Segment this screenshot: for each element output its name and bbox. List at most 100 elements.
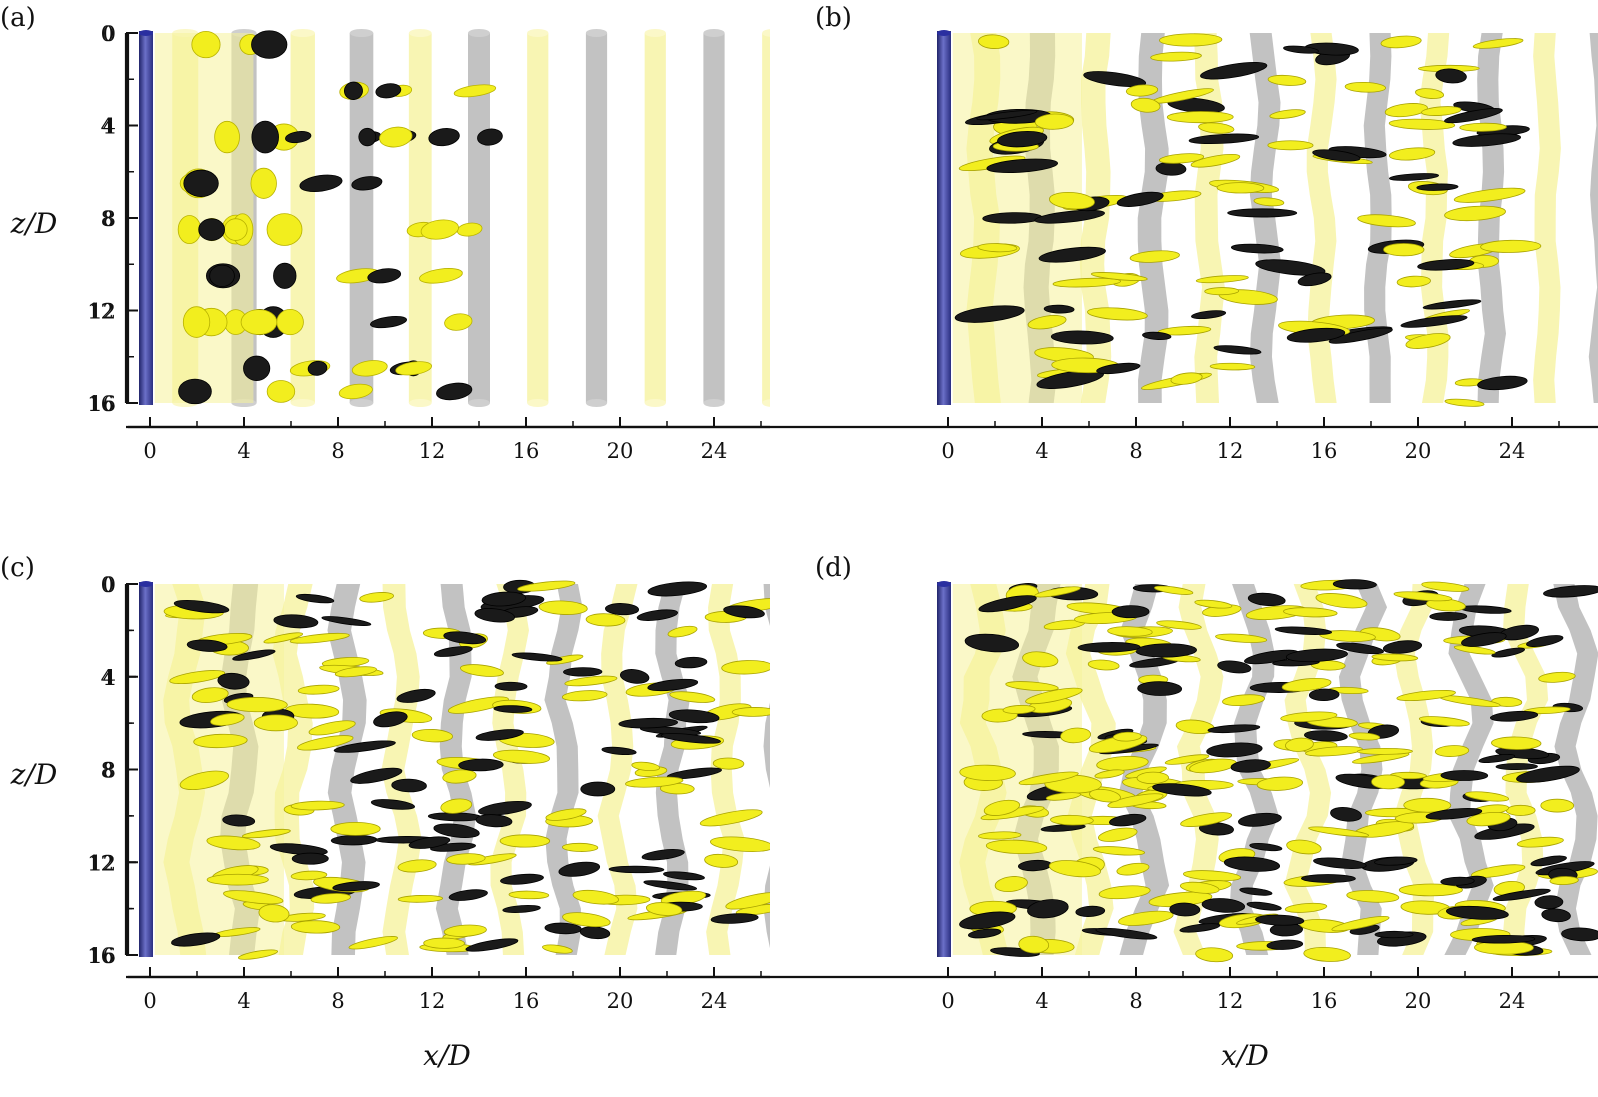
hairpin-vortex-negative	[1301, 874, 1356, 883]
hairpin-vortex-positive	[585, 613, 626, 627]
vortex-blob-negative	[178, 378, 212, 405]
hairpin-vortex-positive	[1215, 633, 1268, 643]
hairpin-vortex-positive	[440, 798, 473, 814]
hairpin-vortex-negative	[563, 667, 603, 677]
hairpin-vortex-negative	[1230, 759, 1271, 773]
hairpin-vortex-positive	[1371, 774, 1405, 790]
vortex-blob-positive	[266, 213, 303, 246]
spanwise-roller	[1306, 33, 1337, 403]
hairpin-vortex-positive	[1129, 250, 1180, 263]
hairpin-vortex-negative	[448, 889, 488, 901]
hairpin-vortex-positive	[1453, 187, 1526, 203]
hairpin-vortex-negative	[1142, 331, 1172, 340]
hairpin-vortex-positive	[572, 889, 619, 905]
hairpin-vortex-positive	[631, 761, 661, 772]
roller-end-cap	[468, 399, 490, 407]
hairpin-vortex-negative	[1440, 770, 1489, 781]
spanwise-roller	[644, 33, 666, 403]
hairpin-vortex-positive	[1094, 769, 1125, 779]
hairpin-vortex-positive	[978, 831, 1022, 840]
roller-end-cap	[585, 399, 608, 407]
cylinder	[937, 582, 951, 957]
spanwise-roller	[408, 33, 432, 403]
hairpin-vortex-positive	[1466, 811, 1511, 827]
hairpin-vortex-negative	[1336, 642, 1384, 655]
vortex-blob-negative	[273, 262, 297, 289]
roller-end-cap	[290, 29, 315, 37]
hairpin-vortex-negative	[601, 746, 637, 756]
hairpin-vortex-positive	[1034, 113, 1074, 130]
hairpin-vortex-positive	[1505, 804, 1536, 816]
hairpin-vortex-positive	[1434, 745, 1470, 757]
hairpin-vortex-positive	[1180, 812, 1233, 827]
hairpin-vortex-positive	[1159, 33, 1223, 47]
hairpin-vortex-positive	[359, 592, 394, 603]
vortex-blob-positive	[444, 313, 473, 331]
hairpin-vortex-positive	[1393, 591, 1453, 602]
hairpin-vortex-positive	[731, 707, 770, 717]
spanwise-roller	[490, 584, 529, 955]
hairpin-vortex-positive	[1048, 860, 1101, 878]
hairpin-vortex-positive	[1253, 197, 1285, 207]
vortex-blob-negative	[428, 127, 460, 147]
hairpin-vortex-positive	[1156, 620, 1202, 630]
hairpin-vortex-negative	[1213, 345, 1262, 355]
hairpin-vortex-positive	[725, 892, 770, 910]
hairpin-vortex-positive	[1346, 890, 1400, 903]
cylinder	[937, 31, 951, 405]
hairpin-vortex-positive	[442, 769, 477, 784]
hairpin-vortex-positive	[1415, 88, 1445, 99]
vortex-blob-positive	[191, 30, 221, 59]
x-tick-label: 20	[1405, 439, 1432, 463]
hairpin-vortex-positive	[447, 696, 509, 714]
hairpin-vortex-positive	[1371, 653, 1419, 662]
hairpin-vortex-positive	[206, 835, 261, 851]
vortex-blob-positive	[223, 218, 248, 241]
hairpin-vortex-positive	[546, 654, 584, 665]
hairpin-vortex-negative	[1425, 807, 1483, 820]
hairpin-vortex-positive	[1179, 881, 1220, 894]
hairpin-vortex-negative	[997, 130, 1048, 148]
x-tick-label: 20	[1405, 989, 1432, 1013]
hairpin-vortex-positive	[1315, 593, 1368, 609]
hairpin-vortex-negative	[350, 767, 403, 784]
z-tick-label: 12	[89, 851, 116, 875]
hairpin-vortex-negative	[481, 591, 527, 607]
hairpin-vortex-negative	[396, 688, 436, 703]
x-axis-title: x/D	[1221, 1039, 1269, 1072]
hairpin-vortex-positive	[1198, 122, 1235, 134]
hairpin-vortex-positive	[1190, 153, 1241, 168]
hairpin-vortex-negative	[295, 593, 335, 604]
hairpin-vortex-negative	[618, 717, 678, 729]
z-tick-label: 8	[101, 759, 114, 783]
x-tick-label: 16	[1311, 439, 1338, 463]
hairpin-vortex-negative	[1374, 930, 1414, 939]
z-tick-label: 0	[101, 573, 114, 597]
hairpin-vortex-positive	[446, 853, 486, 865]
x-tick-label: 0	[941, 989, 954, 1013]
hairpin-vortex-negative	[1111, 605, 1150, 619]
hairpin-vortex-positive	[1195, 275, 1249, 284]
hairpin-vortex-negative	[668, 709, 720, 724]
hairpin-vortex-negative	[986, 158, 1059, 174]
hairpin-vortex-positive	[443, 924, 487, 937]
x-tick-label: 8	[331, 439, 344, 463]
roller-end-cap	[762, 29, 770, 37]
hairpin-vortex-positive	[1284, 902, 1328, 913]
hairpin-vortex-negative	[232, 649, 276, 661]
x-tick-label: 20	[607, 989, 634, 1013]
hairpin-vortex-positive	[1421, 581, 1470, 592]
hairpin-vortex-negative	[1543, 585, 1598, 598]
hairpin-vortex-negative	[1332, 579, 1377, 590]
hairpin-vortex-negative	[475, 814, 513, 828]
hairpin-vortex-negative	[1038, 246, 1106, 263]
hairpin-vortex-negative	[465, 938, 519, 952]
hairpin-vortex-negative	[443, 631, 487, 645]
hairpin-vortex-negative	[1435, 68, 1467, 84]
hairpin-vortex-positive	[1049, 191, 1095, 210]
hairpin-vortex-positive	[985, 839, 1048, 855]
hairpin-vortex-positive	[223, 890, 284, 905]
z-axis-title: z/D	[10, 758, 58, 791]
hairpin-vortex-negative	[321, 616, 372, 627]
spanwise-roller	[1284, 584, 1332, 955]
